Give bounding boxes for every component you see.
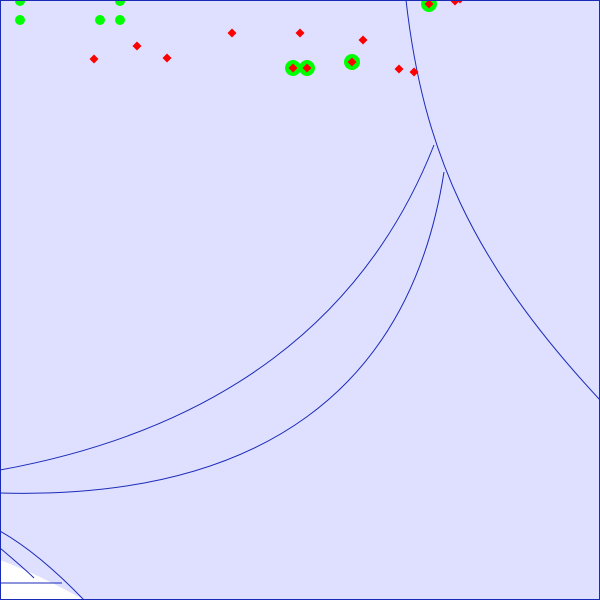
red-point bbox=[295, 28, 305, 38]
boundary-arc-inner-lower bbox=[0, 171, 445, 494]
green-point bbox=[15, 15, 25, 25]
green-point bbox=[115, 15, 125, 25]
green-point bbox=[15, 0, 25, 6]
boundary-arc-corner-2 bbox=[0, 547, 35, 579]
boundary-arc-inner-upper bbox=[0, 144, 435, 471]
red-point bbox=[358, 35, 368, 45]
red-point bbox=[227, 28, 237, 38]
red-point bbox=[424, 0, 434, 9]
red-point bbox=[347, 57, 357, 67]
points-layer bbox=[15, 0, 464, 77]
red-point bbox=[132, 41, 142, 51]
red-point bbox=[302, 63, 312, 73]
red-point bbox=[409, 67, 419, 77]
red-point bbox=[450, 0, 460, 6]
boundary-arc-right bbox=[405, 0, 600, 401]
red-point bbox=[394, 64, 404, 74]
red-point bbox=[288, 63, 298, 73]
red-point bbox=[89, 54, 99, 64]
green-point bbox=[95, 15, 105, 25]
red-point bbox=[162, 53, 172, 63]
green-point bbox=[115, 0, 125, 6]
boundary-arc-corner-1 bbox=[0, 530, 85, 600]
